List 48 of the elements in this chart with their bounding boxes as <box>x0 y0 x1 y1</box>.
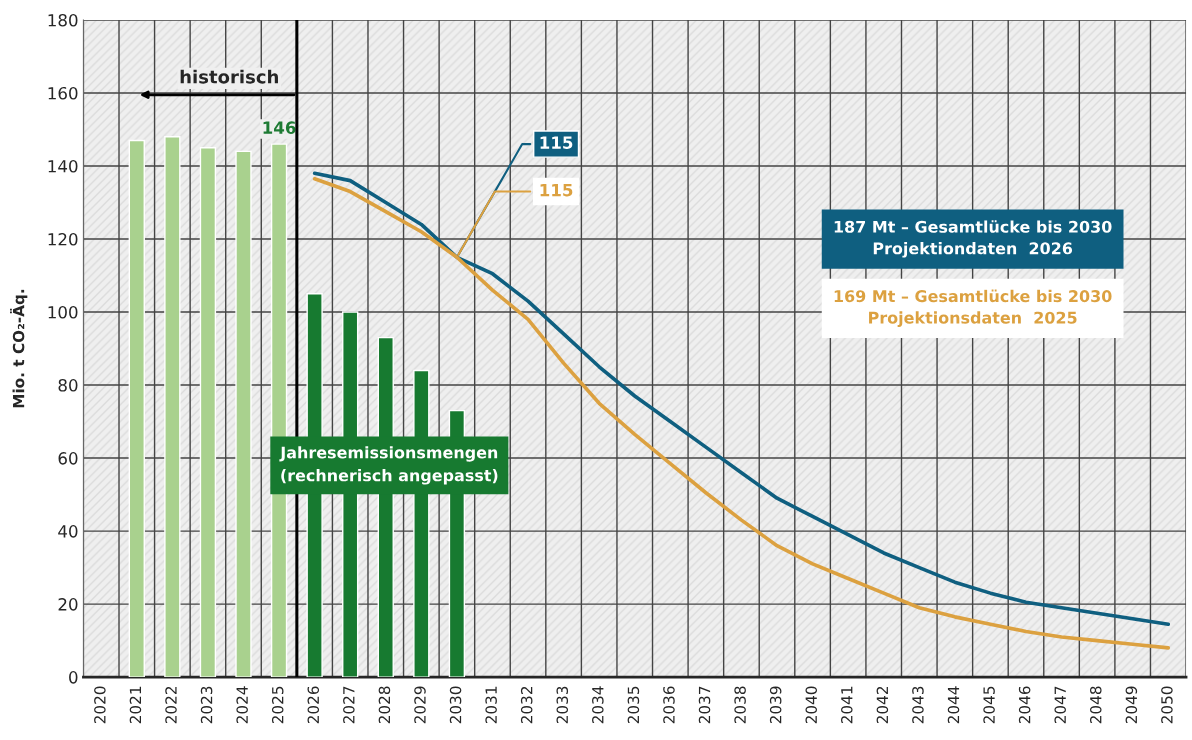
x-tick-label: 2046 <box>1018 686 1031 724</box>
x-tick-label: 2042 <box>876 686 889 724</box>
x-tick-label: 2033 <box>556 686 569 724</box>
x-tick-label: 2036 <box>663 686 675 724</box>
x-tick-label: 2040 <box>805 686 818 724</box>
x-tick-label: 2022 <box>165 686 177 724</box>
y-tick-label: 120 <box>48 232 78 246</box>
y-tick-label: 40 <box>58 525 78 538</box>
x-tick-label: 2029 <box>414 686 426 724</box>
x-tick-label: 2045 <box>983 686 995 724</box>
x-tick-label: 2021 <box>129 686 142 724</box>
annotation: historisch <box>180 69 278 84</box>
x-tick-label: 2020 <box>94 686 106 724</box>
x-tick-label: 2032 <box>520 686 533 724</box>
x-tick-label: 2025 <box>271 686 284 724</box>
y-tick-label: 100 <box>48 306 78 319</box>
y-axis-title: Mio. t CO₂-Äq. <box>10 289 28 408</box>
x-tick-label: 2049 <box>1125 686 1138 724</box>
x-tick-label: 2050 <box>1161 686 1173 724</box>
y-tick-label: 140 <box>48 159 78 173</box>
x-tick-label: 2024 <box>236 686 248 724</box>
x-tick-label: 2048 <box>1090 686 1102 724</box>
annotation: Jahresemissionsmengen (rechnerisch angepasst) <box>279 446 498 485</box>
y-tick-label: 180 <box>48 13 78 27</box>
y-tick-label: 60 <box>58 452 78 465</box>
annotation: 187 Mt – Gesamtlücke bis 2030 Projektiondaten 2026 <box>834 220 1112 258</box>
x-tick-label: 2047 <box>1054 686 1066 724</box>
x-tick-label: 2026 <box>307 686 320 724</box>
y-tick-label: 20 <box>58 598 78 611</box>
annotation: 169 Mt – Gesamtlücke bis 2030 Projektionsdaten 2025 <box>834 289 1112 327</box>
x-tick-label: 2037 <box>698 686 711 724</box>
y-tick-label: 0 <box>69 671 78 684</box>
x-tick-label: 2030 <box>449 686 462 724</box>
x-tick-label: 2023 <box>200 686 213 724</box>
y-tick-label: 80 <box>58 379 78 392</box>
x-tick-label: 2034 <box>592 686 604 724</box>
data-label: 115 <box>540 136 573 149</box>
x-tick-label: 2039 <box>769 686 782 724</box>
x-tick-label: 2041 <box>841 686 853 724</box>
x-tick-label: 2035 <box>627 686 640 724</box>
x-tick-label: 2043 <box>912 686 924 724</box>
x-tick-label: 2044 <box>947 686 960 724</box>
y-tick-label: 160 <box>48 86 78 100</box>
data-label: 115 <box>540 184 573 197</box>
x-tick-label: 2028 <box>378 686 391 724</box>
x-tick-label: 2027 <box>343 686 355 724</box>
x-tick-label: 2038 <box>734 686 746 724</box>
x-tick-label: 2031 <box>485 686 497 724</box>
